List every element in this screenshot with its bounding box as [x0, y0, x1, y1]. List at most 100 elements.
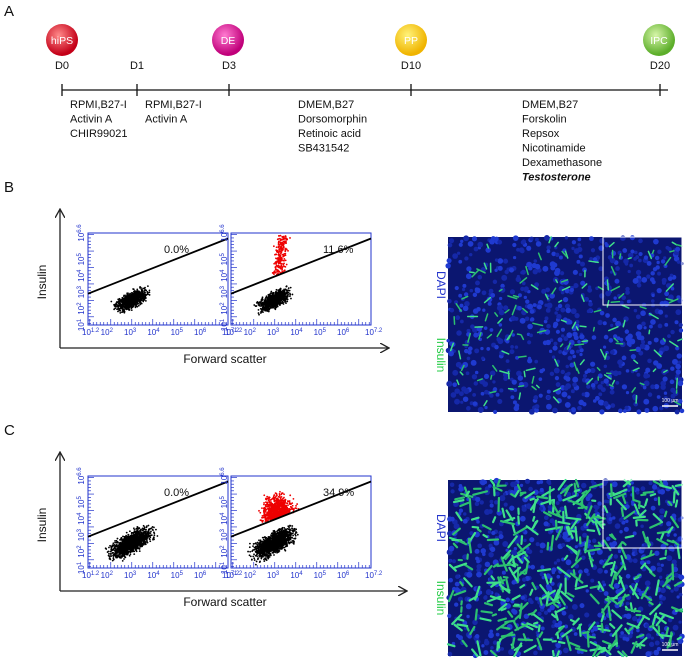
- nucleus: [539, 394, 543, 398]
- nucleus: [651, 299, 655, 303]
- nucleus: [582, 392, 586, 396]
- nucleus: [679, 328, 683, 332]
- nucleus: [473, 293, 477, 297]
- event-dot: [281, 301, 283, 303]
- event-dot: [253, 304, 255, 306]
- nucleus: [584, 297, 589, 302]
- tick-exponent: 4: [299, 328, 303, 334]
- tick-exponent: 6: [346, 328, 350, 334]
- x-tick-label: 103: [124, 571, 137, 580]
- nucleus: [484, 374, 489, 379]
- stain-label: DAPI: [434, 271, 448, 299]
- event-dot: [130, 545, 132, 547]
- event-dot: [116, 548, 118, 550]
- event-dot: [149, 291, 151, 293]
- nucleus: [468, 241, 474, 247]
- nucleus: [605, 291, 611, 297]
- nucleus: [524, 296, 527, 299]
- event-dot: [275, 299, 277, 301]
- nucleus: [468, 346, 473, 351]
- nucleus: [509, 268, 514, 273]
- nucleus: [668, 276, 673, 281]
- nucleus: [635, 347, 641, 353]
- insulin-signal: [620, 254, 621, 258]
- nucleus: [577, 340, 581, 344]
- x-tick-label: 106: [337, 571, 350, 580]
- y-axis-label: Insulin: [35, 265, 49, 300]
- event-dot: [147, 542, 149, 544]
- nucleus: [586, 384, 590, 388]
- nucleus: [647, 261, 652, 266]
- event-dot: [145, 529, 147, 531]
- nucleus: [603, 321, 607, 325]
- nucleus: [615, 266, 620, 271]
- event-dot: [285, 296, 287, 298]
- nucleus: [636, 314, 641, 319]
- insulin-signal: [519, 386, 524, 387]
- stage-label: IPC: [650, 35, 668, 47]
- event-dot: [144, 532, 146, 534]
- nucleus: [656, 261, 659, 264]
- nucleus: [481, 357, 485, 361]
- nucleus: [460, 240, 463, 243]
- event-dot: [267, 309, 269, 311]
- event-dot: [261, 302, 263, 304]
- event-dot: [125, 305, 127, 307]
- event-dot: [109, 555, 111, 557]
- tick-exponent: 3: [133, 571, 137, 577]
- nucleus: [563, 336, 568, 341]
- nucleus: [637, 283, 642, 288]
- nucleus: [530, 318, 533, 321]
- nucleus: [563, 297, 568, 302]
- nucleus: [519, 247, 524, 252]
- tick-exponent: 5: [180, 328, 184, 334]
- event-dot: [125, 535, 127, 537]
- event-dot: [151, 527, 153, 529]
- event-dot: [120, 552, 122, 554]
- event-dot: [136, 297, 138, 299]
- nucleus: [542, 368, 546, 372]
- event-dot: [118, 547, 120, 549]
- event-dot: [129, 539, 131, 541]
- nucleus: [561, 334, 564, 337]
- event-dot: [135, 532, 137, 534]
- nucleus: [499, 323, 503, 327]
- nucleus: [569, 363, 574, 368]
- tick-exponent: 4: [299, 571, 303, 577]
- nucleus: [558, 304, 562, 308]
- nucleus: [449, 238, 454, 243]
- nucleus: [614, 296, 617, 299]
- nucleus: [553, 263, 558, 268]
- event-dot: [119, 312, 121, 314]
- event-dot-gated: [278, 238, 280, 240]
- nucleus: [482, 290, 487, 295]
- nucleus: [615, 381, 619, 385]
- nucleus: [497, 258, 503, 264]
- event-dot: [126, 542, 128, 544]
- nucleus: [610, 350, 615, 355]
- nucleus: [576, 260, 580, 264]
- event-dot: [142, 301, 144, 303]
- event-dot-gated: [283, 262, 285, 264]
- event-dot: [153, 534, 155, 536]
- tick-exponent: 5: [77, 253, 83, 257]
- insulin-signal: [628, 258, 631, 259]
- nucleus: [591, 248, 595, 252]
- event-dot: [285, 300, 287, 302]
- event-dot: [116, 542, 118, 544]
- event-dot: [261, 298, 263, 300]
- event-dot: [138, 528, 140, 530]
- nucleus: [650, 271, 654, 275]
- nucleus: [561, 391, 567, 397]
- nucleus: [636, 270, 641, 275]
- nucleus: [622, 248, 627, 253]
- event-dot: [136, 299, 138, 301]
- nucleus: [650, 319, 656, 325]
- event-dot: [108, 547, 110, 549]
- event-dot-gated: [285, 237, 287, 239]
- nucleus: [447, 299, 452, 304]
- percentage: 11.6%: [323, 244, 354, 256]
- medium-item: CHIR99021: [70, 128, 127, 140]
- nucleus: [550, 372, 554, 376]
